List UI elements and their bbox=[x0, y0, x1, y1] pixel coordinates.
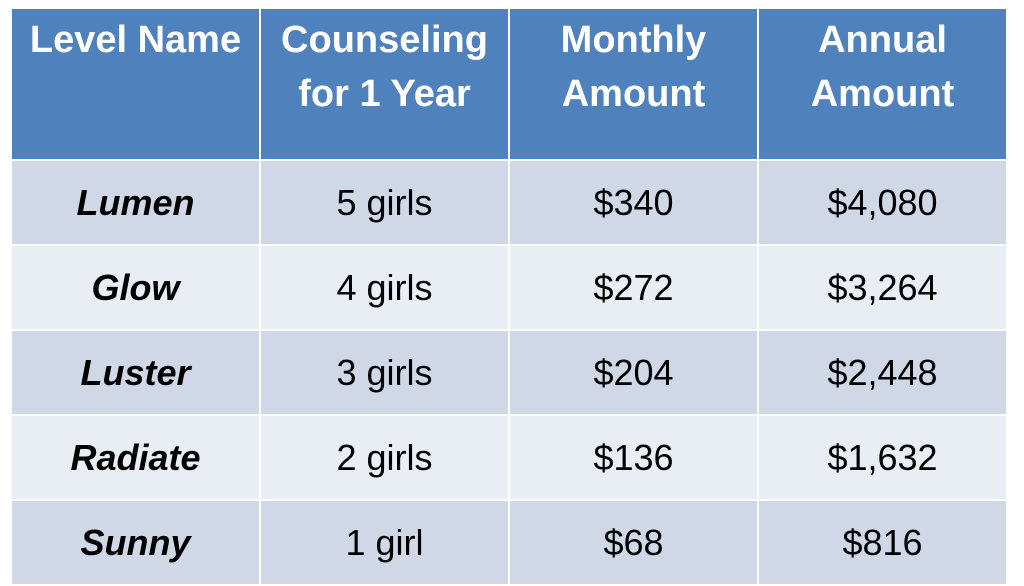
header-counseling: Counseling for 1 Year bbox=[259, 7, 510, 161]
level-name-cell: Lumen bbox=[10, 159, 261, 246]
level-name-cell: Radiate bbox=[10, 414, 261, 501]
table-row: Luster 3 girls $204 $2,448 bbox=[10, 329, 1008, 416]
level-name-cell: Sunny bbox=[10, 499, 261, 586]
annual-amount-cell: $3,264 bbox=[757, 244, 1008, 331]
header-level-name-line1: Level Name bbox=[29, 19, 242, 61]
header-level-name: Level Name bbox=[10, 7, 261, 161]
annual-amount-cell: $4,080 bbox=[757, 159, 1008, 246]
annual-amount-cell: $2,448 bbox=[757, 329, 1008, 416]
level-name-cell: Glow bbox=[10, 244, 261, 331]
table-row: Lumen 5 girls $340 $4,080 bbox=[10, 159, 1008, 246]
annual-amount-cell: $816 bbox=[757, 499, 1008, 586]
header-annual-line2: Amount bbox=[810, 73, 955, 115]
monthly-amount-cell: $68 bbox=[508, 499, 759, 586]
table-row: Glow 4 girls $272 $3,264 bbox=[10, 244, 1008, 331]
header-monthly-line2: Amount bbox=[561, 73, 706, 115]
level-name-cell: Luster bbox=[10, 329, 261, 416]
annual-amount-cell: $1,632 bbox=[757, 414, 1008, 501]
monthly-amount-cell: $204 bbox=[508, 329, 759, 416]
counseling-cell: 2 girls bbox=[259, 414, 510, 501]
counseling-cell: 4 girls bbox=[259, 244, 510, 331]
header-counseling-line2: for 1 Year bbox=[298, 73, 471, 115]
table-row: Radiate 2 girls $136 $1,632 bbox=[10, 414, 1008, 501]
sponsorship-table-container: Level Name Counseling for 1 Year Monthly… bbox=[10, 7, 1008, 586]
header-row: Level Name Counseling for 1 Year Monthly… bbox=[10, 7, 1008, 161]
header-annual-line1: Annual bbox=[818, 19, 947, 61]
counseling-cell: 3 girls bbox=[259, 329, 510, 416]
header-counseling-line1: Counseling bbox=[281, 19, 488, 61]
counseling-cell: 5 girls bbox=[259, 159, 510, 246]
sponsorship-levels-table: Level Name Counseling for 1 Year Monthly… bbox=[10, 7, 1008, 586]
header-monthly-amount: Monthly Amount bbox=[508, 7, 759, 161]
header-monthly-line1: Monthly bbox=[560, 19, 707, 61]
table-row: Sunny 1 girl $68 $816 bbox=[10, 499, 1008, 586]
counseling-cell: 1 girl bbox=[259, 499, 510, 586]
monthly-amount-cell: $340 bbox=[508, 159, 759, 246]
monthly-amount-cell: $272 bbox=[508, 244, 759, 331]
header-annual-amount: Annual Amount bbox=[757, 7, 1008, 161]
monthly-amount-cell: $136 bbox=[508, 414, 759, 501]
